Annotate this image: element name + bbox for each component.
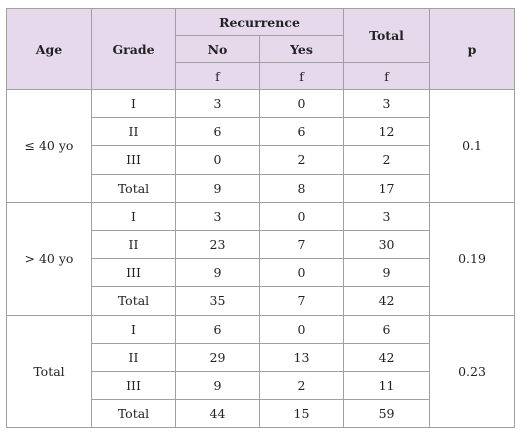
grade-cell: I [91, 314, 176, 344]
count-cell: 9 [175, 258, 260, 288]
data-table: Age Grade Recurrence Total p No Yes f f … [6, 8, 516, 429]
grade-cell: Total [91, 399, 176, 429]
count-cell: 2 [343, 145, 431, 175]
count-cell: 13 [258, 342, 345, 372]
count-cell: 9 [175, 173, 260, 203]
count-cell: 30 [343, 229, 431, 260]
count-cell: 44 [175, 399, 260, 429]
body-row: Total 44 15 59 [7, 399, 515, 429]
count-cell: 2 [258, 145, 345, 175]
grade-cell: I [91, 201, 176, 231]
body-row: > 40 yo I 3 0 3 0.19 [6, 201, 516, 316]
body-row: Total 9 8 17 [7, 173, 515, 203]
p-cell: 0.19 [429, 201, 516, 316]
body-row: II 6 6 12 [7, 117, 515, 147]
header-row: No Yes [7, 35, 515, 63]
grade-cell: II [91, 342, 176, 372]
header-cell: Recurrence [174, 8, 345, 36]
count-cell: 7 [258, 286, 345, 316]
header-cell: No [175, 35, 260, 63]
count-cell: 15 [258, 399, 345, 429]
header-cell: Grade [91, 8, 176, 90]
header-cell: Age [6, 8, 92, 90]
header-cell: Yes [258, 35, 345, 63]
count-cell: 9 [343, 258, 431, 288]
count-cell: 42 [343, 342, 431, 372]
count-cell: 8 [258, 173, 345, 203]
grade-cell: I [91, 88, 176, 119]
count-cell: 3 [175, 201, 260, 231]
count-cell: 6 [175, 314, 260, 344]
count-cell: 6 [175, 117, 260, 147]
grade-cell: II [91, 229, 176, 260]
count-cell: 2 [258, 370, 345, 401]
count-cell: 11 [343, 370, 431, 401]
grade-cell: Total [91, 173, 176, 203]
count-cell: 59 [343, 399, 431, 429]
count-cell: 12 [343, 117, 431, 147]
age-cell: Total [6, 314, 92, 429]
grade-cell: III [91, 145, 176, 175]
count-cell: 0 [258, 258, 345, 288]
count-cell: 6 [258, 117, 345, 147]
body-row: ≤ 40 yo I 3 0 3 0.1 [6, 88, 516, 203]
age-cell: > 40 yo [6, 201, 92, 316]
unit-cell: f [343, 62, 431, 90]
body-row: III 9 0 9 [7, 258, 515, 288]
count-cell: 35 [175, 286, 260, 316]
unit-cell: f [258, 62, 345, 90]
body-row: III 0 2 2 [7, 145, 515, 175]
header-row: f f f [7, 62, 515, 90]
body-row: Total I 6 0 6 0.23 [6, 314, 516, 429]
count-cell: 42 [343, 286, 431, 316]
count-cell: 3 [343, 201, 431, 231]
grade-cell: Total [91, 286, 176, 316]
header-row: Age Grade Recurrence Total p [6, 8, 516, 90]
age-cell: ≤ 40 yo [6, 89, 92, 203]
grade-cell: II [91, 117, 176, 147]
count-cell: 0 [258, 88, 345, 119]
body-row: Total 35 7 42 [7, 286, 515, 316]
count-cell: 3 [175, 88, 260, 119]
count-cell: 0 [258, 201, 345, 231]
table-body: ≤ 40 yo I 3 0 3 0.1 II 6 6 12 III 0 2 2 Total 9 8 17 > 40 … [6, 88, 516, 429]
count-cell: 0 [258, 314, 345, 344]
unit-cell: f [175, 62, 260, 90]
p-cell: 0.1 [429, 89, 516, 203]
count-cell: 7 [258, 229, 345, 260]
p-cell: 0.23 [429, 314, 516, 429]
count-cell: 17 [343, 173, 431, 203]
table-header: Age Grade Recurrence Total p No Yes f f … [6, 8, 516, 90]
grade-cell: III [91, 258, 176, 288]
count-cell: 0 [175, 145, 260, 175]
count-cell: 9 [175, 370, 260, 401]
count-cell: 6 [343, 314, 431, 344]
header-cell: Total [343, 8, 431, 63]
count-cell: 3 [343, 88, 431, 119]
count-cell: 29 [175, 342, 260, 372]
grade-cell: III [91, 370, 176, 401]
header-cell: p [429, 8, 516, 90]
count-cell: 23 [175, 229, 260, 260]
